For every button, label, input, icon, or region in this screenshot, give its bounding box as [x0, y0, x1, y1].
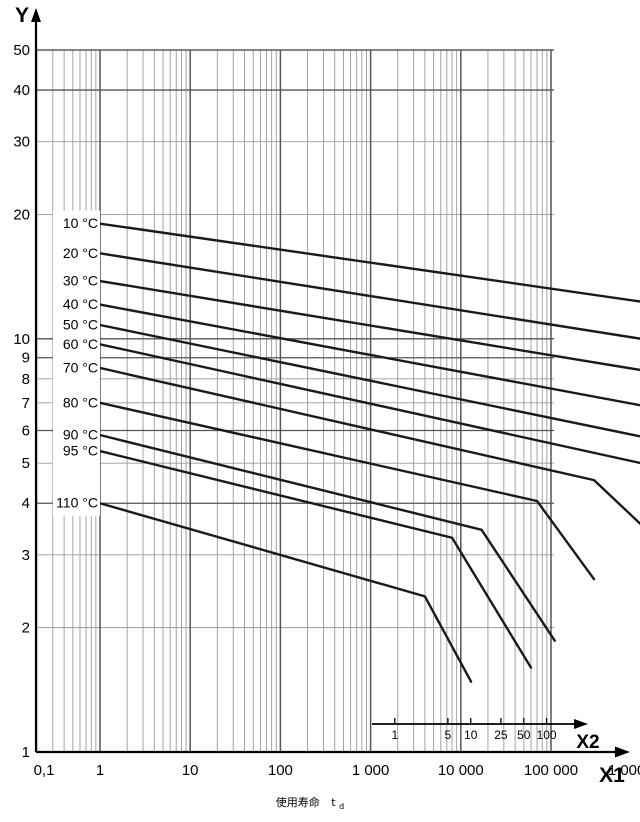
x2-tick-label-100: 100	[537, 728, 557, 742]
temperature-curves	[98, 222, 640, 683]
minor-gridlines	[36, 50, 554, 752]
x2-tick-marks	[394, 718, 548, 724]
x2-axis-arrow	[574, 719, 588, 729]
curve-label-60c: 60 °C	[63, 336, 98, 352]
y-tick-label-1: 1	[22, 744, 30, 761]
curve-label-backdrop	[53, 210, 100, 517]
x1-tick-label-100: 100	[268, 762, 293, 779]
curve-label-95c: 95 °C	[63, 443, 98, 459]
x2-tick-label-25: 25	[494, 728, 508, 742]
x1-tick-label-10000: 10 000	[438, 762, 484, 779]
curve-label-90c: 90 °C	[63, 427, 98, 443]
curve-label-10c: 10 °C	[63, 215, 98, 231]
y-tick-label-7: 7	[22, 395, 30, 412]
x2-tick-labels: 1 5 10 25 50 100	[391, 728, 556, 742]
y-axis-title: Y	[15, 4, 29, 27]
caption-subscript: d	[339, 802, 344, 811]
curve-label-80c: 80 °C	[63, 394, 98, 410]
curve-label-30c: 30 °C	[63, 273, 98, 289]
curve-label-110c: 110 °C	[56, 495, 98, 511]
x1-tick-label-1000000: 1 000 000	[608, 762, 640, 779]
x2-tick-label-1: 1	[391, 728, 398, 742]
y-tick-label-5: 5	[22, 455, 30, 472]
x2-tick-label-50: 50	[517, 728, 531, 742]
x1-tick-label-10: 10	[182, 762, 199, 779]
curve-50c	[98, 323, 640, 438]
x1-tick-labels: 0,1 1 10 100 1 000 10 000 100 000 1 000 000	[34, 762, 640, 779]
curve-labels: 10 °C 20 °C 30 °C 40 °C 50 °C 60 °C 70 °C 80 °C…	[53, 210, 100, 517]
y-tick-label-3: 3	[22, 547, 30, 564]
y-tick-label-8: 8	[22, 371, 30, 388]
curve-20c	[98, 252, 640, 340]
x2-tick-label-10: 10	[464, 728, 478, 742]
x1-axis-title: X1	[599, 764, 625, 787]
x2-tick-label-5: 5	[445, 728, 452, 742]
y-axis-arrow	[31, 8, 41, 22]
y-tick-label-6: 6	[22, 423, 30, 440]
curve-80c	[98, 401, 596, 581]
y-tick-label-9: 9	[22, 350, 30, 367]
curve-label-70c: 70 °C	[63, 360, 98, 376]
x2-axis-title: X2	[576, 732, 599, 753]
x1-tick-label-100000: 100 000	[524, 762, 578, 779]
y-tick-label-10: 10	[13, 331, 30, 348]
caption-symbol: t	[331, 796, 336, 809]
x1-tick-label-1000: 1 000	[352, 762, 390, 779]
curve-label-50c: 50 °C	[63, 317, 98, 333]
curve-10c	[98, 222, 640, 303]
curve-90c	[98, 433, 556, 642]
chart-caption: 使用寿命 t d	[276, 795, 344, 811]
curve-30c	[98, 279, 640, 372]
y-tick-label-30: 30	[13, 134, 30, 151]
y-tick-label-4: 4	[22, 495, 30, 512]
curve-60c	[98, 343, 640, 465]
y-tick-label-50: 50	[13, 42, 30, 59]
y-tick-labels: 1 2 3 4 5 6 7 8 9 10 20 30 40 50	[13, 42, 30, 761]
y-tick-label-20: 20	[13, 206, 30, 223]
caption-text: 使用寿命	[276, 795, 320, 809]
x1-tick-label-0.1: 0,1	[34, 762, 55, 779]
curve-label-40c: 40 °C	[63, 296, 98, 312]
x1-tick-label-1: 1	[96, 762, 104, 779]
curve-110c	[98, 502, 473, 683]
curve-40c	[98, 303, 640, 407]
curve-95c	[98, 449, 533, 669]
curve-label-20c: 20 °C	[63, 245, 98, 261]
x1-axis-arrow	[615, 746, 630, 758]
y-tick-label-2: 2	[22, 620, 30, 637]
curve-70c	[98, 366, 640, 526]
y-tick-label-40: 40	[13, 82, 30, 99]
